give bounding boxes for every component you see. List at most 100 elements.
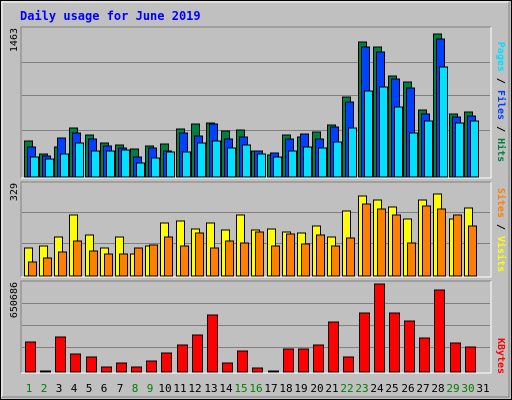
- bar-kbytes-day-9: [146, 360, 157, 373]
- x-tick-label-day-6: 6: [101, 382, 108, 395]
- legend-visits: Visits: [495, 236, 507, 272]
- x-tick-label-day-24: 24: [370, 382, 384, 395]
- x-tick-label-day-27: 27: [416, 382, 429, 395]
- bar-kbytes-day-17: [268, 370, 279, 373]
- bar-kbytes-day-7: [116, 362, 127, 373]
- x-tick-label-day-26: 26: [401, 382, 414, 395]
- bar-kbytes-day-21: [328, 321, 339, 373]
- bar-kbytes-day-22: [343, 356, 354, 373]
- x-tick-label-day-14: 14: [219, 382, 233, 395]
- bar-sites-day-16: [255, 231, 264, 277]
- bar-pages-day-9: [151, 157, 160, 178]
- bar-kbytes-day-27: [419, 337, 430, 373]
- bar-pages-day-24: [379, 86, 388, 178]
- bar-kbytes-day-20: [313, 344, 324, 373]
- bar-kbytes-day-26: [404, 320, 415, 373]
- x-tick-label-day-10: 10: [158, 382, 171, 395]
- bar-kbytes-day-14: [222, 362, 233, 373]
- bar-sites-day-13: [210, 247, 219, 277]
- x-tick-label-day-15: 15: [234, 382, 247, 395]
- bar-kbytes-day-1: [25, 341, 36, 373]
- bar-kbytes-day-15: [237, 350, 248, 373]
- bar-sites-day-21: [331, 245, 340, 277]
- bar-kbytes-day-5: [86, 356, 97, 373]
- bar-pages-day-22: [348, 127, 357, 178]
- x-tick-label-day-21: 21: [325, 382, 338, 395]
- legend-hits: Hits: [495, 138, 507, 162]
- bar-kbytes-day-13: [207, 314, 218, 373]
- bar-sites-day-24: [377, 208, 386, 277]
- x-tick-label-day-25: 25: [385, 382, 398, 395]
- x-tick-label-day-16: 16: [249, 382, 262, 395]
- x-tick-label-day-22: 22: [340, 382, 353, 395]
- x-tick-label-day-2: 2: [41, 382, 48, 395]
- bar-kbytes-day-4: [70, 353, 81, 373]
- panel-3-ymax-label: 650686: [9, 282, 20, 318]
- chart-title: Daily usage for June 2019: [20, 9, 201, 23]
- panel-3-border-highlight: [21, 281, 492, 374]
- bar-pages-day-20: [318, 147, 327, 178]
- bar-pages-day-10: [166, 151, 175, 178]
- bar-pages-day-12: [197, 142, 206, 178]
- panel-1-border-highlight: [21, 27, 492, 179]
- bar-sites-day-23: [362, 203, 371, 277]
- bar-kbytes-day-10: [161, 352, 172, 373]
- bar-sites-day-30: [468, 225, 477, 277]
- bar-pages-day-5: [91, 150, 100, 178]
- bar-pages-day-11: [182, 151, 191, 178]
- bar-kbytes-day-30: [465, 346, 476, 373]
- bar-kbytes-day-25: [389, 312, 400, 373]
- bar-sites-day-17: [271, 245, 280, 277]
- bar-sites-day-10: [164, 236, 173, 277]
- bar-sites-day-27: [422, 205, 431, 277]
- legend-panel-3: KBytes: [495, 338, 506, 374]
- bar-kbytes-day-12: [192, 334, 203, 373]
- bar-pages-day-21: [333, 141, 342, 178]
- bar-kbytes-day-16: [252, 367, 263, 373]
- legend-panel-1: Pages / Files / Hits: [495, 42, 507, 162]
- bar-kbytes-day-11: [177, 344, 188, 373]
- bar-sites-day-18: [286, 233, 295, 277]
- panel-2-border-shadow: [20, 181, 491, 277]
- bar-sites-day-12: [195, 232, 204, 277]
- bar-kbytes-day-2: [40, 370, 51, 373]
- legend-separator: /: [495, 218, 506, 236]
- panel-2-ymax-label: 329: [9, 183, 20, 201]
- bar-sites-day-7: [119, 253, 128, 277]
- x-tick-label-day-30: 30: [461, 382, 474, 395]
- x-tick-label-day-5: 5: [86, 382, 93, 395]
- bar-pages-day-3: [60, 153, 69, 178]
- x-tick-label-day-18: 18: [279, 382, 292, 395]
- bar-sites-day-8: [134, 247, 143, 277]
- bar-sites-day-29: [453, 214, 462, 277]
- x-tick-label-day-8: 8: [132, 382, 139, 395]
- bar-kbytes-day-28: [434, 289, 445, 373]
- bar-sites-day-14: [225, 240, 234, 277]
- bar-pages-day-29: [455, 122, 464, 178]
- bar-pages-day-1: [30, 156, 39, 178]
- x-tick-label-day-17: 17: [264, 382, 277, 395]
- x-tick-label-day-20: 20: [310, 382, 323, 395]
- panel-1-ymax-label: 1463: [9, 28, 20, 52]
- bar-pages-day-23: [364, 90, 373, 178]
- x-tick-label-day-11: 11: [173, 382, 186, 395]
- bar-pages-day-17: [273, 156, 282, 178]
- bar-sites-day-25: [392, 214, 401, 277]
- bar-sites-day-1: [28, 261, 37, 277]
- bar-kbytes-day-19: [298, 348, 309, 373]
- bar-pages-day-2: [45, 158, 54, 178]
- bar-pages-day-30: [470, 120, 479, 178]
- bar-kbytes-day-18: [283, 348, 294, 373]
- bar-pages-day-19: [303, 146, 312, 178]
- bar-sites-day-20: [316, 234, 325, 277]
- x-tick-label-day-12: 12: [188, 382, 201, 395]
- x-tick-label-day-7: 7: [117, 382, 124, 395]
- panel-3-border-shadow: [20, 280, 491, 373]
- bar-kbytes-day-3: [55, 336, 66, 373]
- bar-sites-day-26: [407, 242, 416, 277]
- bar-pages-day-15: [242, 144, 251, 178]
- bar-kbytes-day-29: [450, 342, 461, 373]
